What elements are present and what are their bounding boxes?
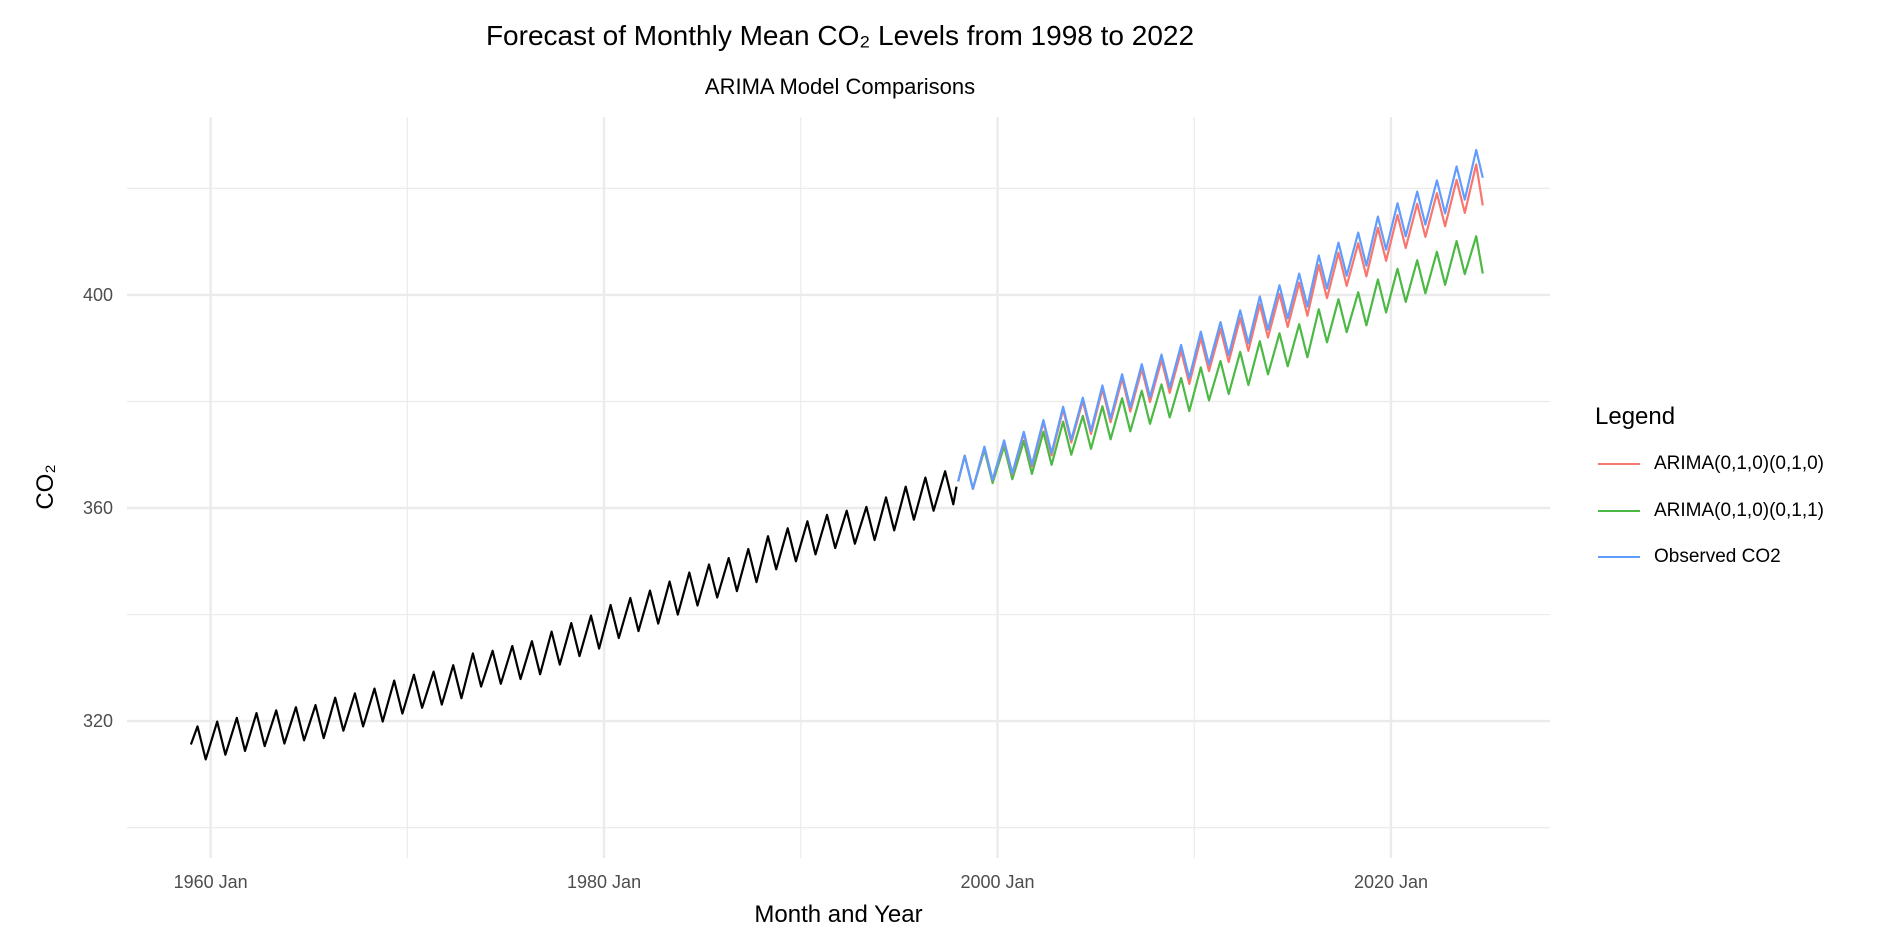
chart-title: Forecast of Monthly Mean CO₂ Levels from… bbox=[485, 20, 1195, 51]
series-line-observed-co2 bbox=[957, 148, 1484, 490]
x-tick-label: 2020 Jan bbox=[1354, 872, 1428, 892]
chart-subtitle: ARIMA Model Comparisons bbox=[704, 74, 976, 99]
y-tick-label: 400 bbox=[83, 285, 113, 305]
legend-key-green bbox=[1598, 510, 1640, 512]
legend-label: ARIMA(0,1,0)(0,1,1) bbox=[1654, 500, 1824, 521]
legend-label: Observed CO2 bbox=[1654, 546, 1781, 567]
y-tick-label: 360 bbox=[83, 498, 113, 518]
series-line-arima-0-1-0-0-1-1- bbox=[957, 235, 1484, 490]
y-axis-label: CO₂ bbox=[32, 464, 59, 510]
gridlines bbox=[127, 117, 1550, 858]
legend-key-red bbox=[1598, 463, 1640, 465]
legend-key-blue bbox=[1598, 556, 1640, 558]
legend-item-arima-010-010: ARIMA(0,1,0)(0,1,0) bbox=[1598, 452, 1824, 476]
x-tick-label: 1960 Jan bbox=[174, 872, 248, 892]
y-tick-label: 320 bbox=[83, 711, 113, 731]
legend-item-observed: Observed CO2 bbox=[1598, 545, 1781, 569]
x-tick-label: 1980 Jan bbox=[567, 872, 641, 892]
x-axis-label: Month and Year bbox=[754, 901, 923, 928]
legend-title: Legend bbox=[1595, 403, 1676, 430]
history-series-line bbox=[189, 470, 958, 761]
series-lines bbox=[189, 148, 1484, 761]
tick-labels: 320 360 400 1960 Jan 1980 Jan 2000 Jan 2020 Ja… bbox=[83, 285, 1428, 892]
x-tick-label: 2000 Jan bbox=[960, 872, 1034, 892]
legend-label: ARIMA(0,1,0)(0,1,0) bbox=[1654, 453, 1824, 474]
legend-item-arima-010-011: ARIMA(0,1,0)(0,1,1) bbox=[1598, 499, 1824, 523]
